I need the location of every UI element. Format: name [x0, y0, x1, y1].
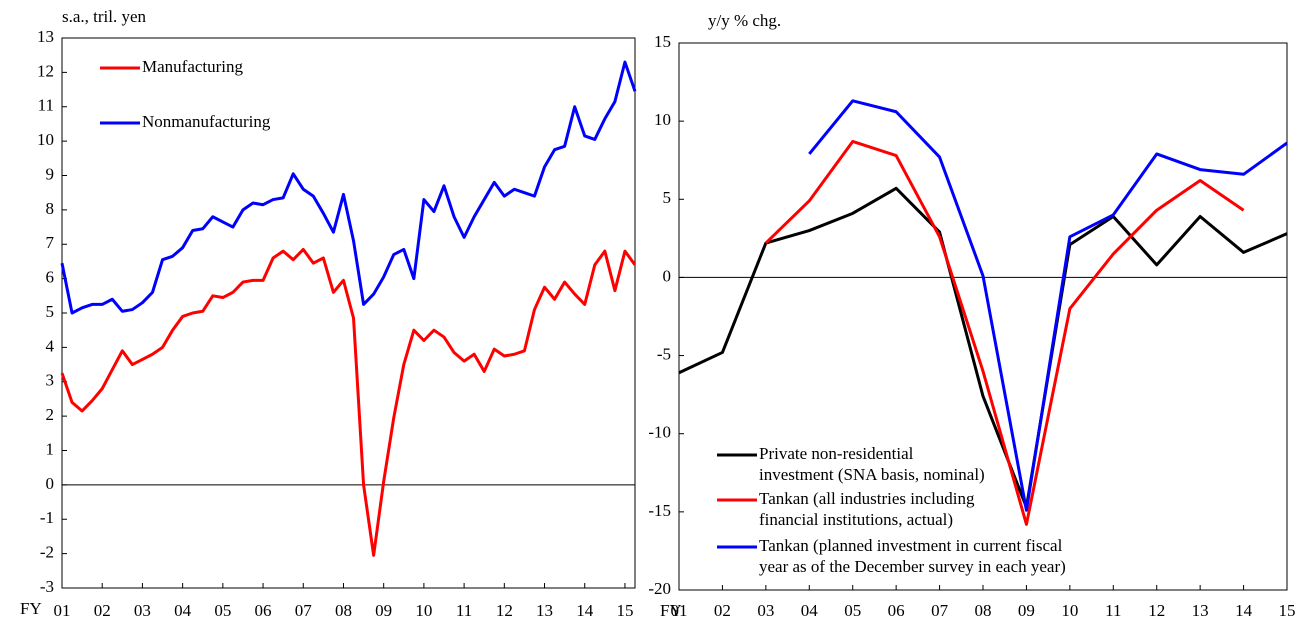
y-tick-label: 5 [46, 302, 55, 321]
y-tick-label: -2 [40, 543, 54, 562]
legend-label: financial institutions, actual) [759, 510, 953, 529]
x-tick-label: 12 [496, 601, 513, 620]
x-tick-label: 13 [1192, 601, 1209, 620]
x-tick-label: 09 [1018, 601, 1035, 620]
x-tick-label: 04 [801, 601, 819, 620]
y-tick-label: 11 [38, 96, 54, 115]
x-tick-label: 11 [456, 601, 472, 620]
series-line [60, 247, 637, 557]
x-tick-label: 14 [576, 601, 594, 620]
x-axis-label: FY [20, 599, 42, 618]
x-tick-label: 02 [94, 601, 111, 620]
y-tick-label: 10 [654, 110, 671, 129]
legend-label: Tankan (planned investment in current fi… [759, 536, 1063, 555]
y-tick-label: -1 [40, 508, 54, 527]
y-tick-label: 15 [654, 32, 671, 51]
y-axis-label: s.a., tril. yen [62, 7, 147, 26]
x-tick-label: 06 [255, 601, 272, 620]
x-tick-label: 14 [1235, 601, 1253, 620]
y-tick-label: 3 [46, 371, 55, 390]
x-tick-label: 10 [415, 601, 432, 620]
x-axis-label: FY [660, 601, 682, 620]
plot-frame [61, 37, 636, 589]
y-tick-label: 0 [46, 474, 55, 493]
x-tick-label: 02 [714, 601, 731, 620]
x-tick-label: 03 [134, 601, 151, 620]
x-tick-label: 12 [1148, 601, 1165, 620]
x-tick-label: 10 [1061, 601, 1078, 620]
series-line [60, 60, 637, 315]
x-tick-label: 09 [375, 601, 392, 620]
x-tick-label: 04 [174, 601, 192, 620]
x-tick-label: 08 [335, 601, 352, 620]
y-tick-label: -5 [657, 344, 671, 363]
y-tick-label: 6 [46, 268, 55, 287]
y-tick-label: 13 [37, 27, 54, 46]
x-tick-label: 11 [1105, 601, 1121, 620]
y-tick-label: 9 [46, 164, 55, 183]
y-tick-label: -10 [648, 423, 671, 442]
y-tick-label: 2 [46, 405, 55, 424]
legend-label: year as of the December survey in each y… [759, 557, 1066, 576]
x-tick-label: 13 [536, 601, 553, 620]
series-line [764, 139, 1245, 526]
y-tick-label: 0 [663, 266, 672, 285]
y-axis-label: y/y % chg. [708, 11, 781, 30]
x-tick-label: 07 [295, 601, 313, 620]
legend-label: Private non-residential [759, 444, 914, 463]
x-tick-label: 05 [844, 601, 861, 620]
y-tick-label: -20 [648, 579, 671, 598]
y-tick-label: -3 [40, 577, 54, 596]
x-tick-label: 03 [757, 601, 774, 620]
x-tick-label: 01 [671, 601, 688, 620]
legend-label: Tankan (all industries including [759, 489, 975, 508]
series-line [678, 186, 1288, 509]
x-tick-label: 05 [214, 601, 231, 620]
x-tick-label: 01 [54, 601, 71, 620]
series-line [808, 99, 1288, 512]
plot-frame [678, 42, 1288, 591]
x-tick-label: 15 [1279, 601, 1296, 620]
y-tick-label: 4 [46, 336, 55, 355]
y-tick-label: 1 [46, 439, 55, 458]
y-tick-label: 5 [663, 188, 672, 207]
y-tick-label: 8 [46, 199, 55, 218]
x-tick-label: 15 [616, 601, 633, 620]
y-tick-label: -15 [648, 501, 671, 520]
y-tick-label: 7 [46, 233, 55, 252]
x-tick-label: 07 [931, 601, 949, 620]
x-tick-label: 08 [975, 601, 992, 620]
legend-label: Nonmanufacturing [142, 112, 271, 131]
x-tick-label: 06 [888, 601, 905, 620]
y-tick-label: 10 [37, 130, 54, 149]
legend-label: investment (SNA basis, nominal) [759, 465, 985, 484]
y-tick-label: 12 [37, 61, 54, 80]
legend-label: Manufacturing [142, 57, 244, 76]
